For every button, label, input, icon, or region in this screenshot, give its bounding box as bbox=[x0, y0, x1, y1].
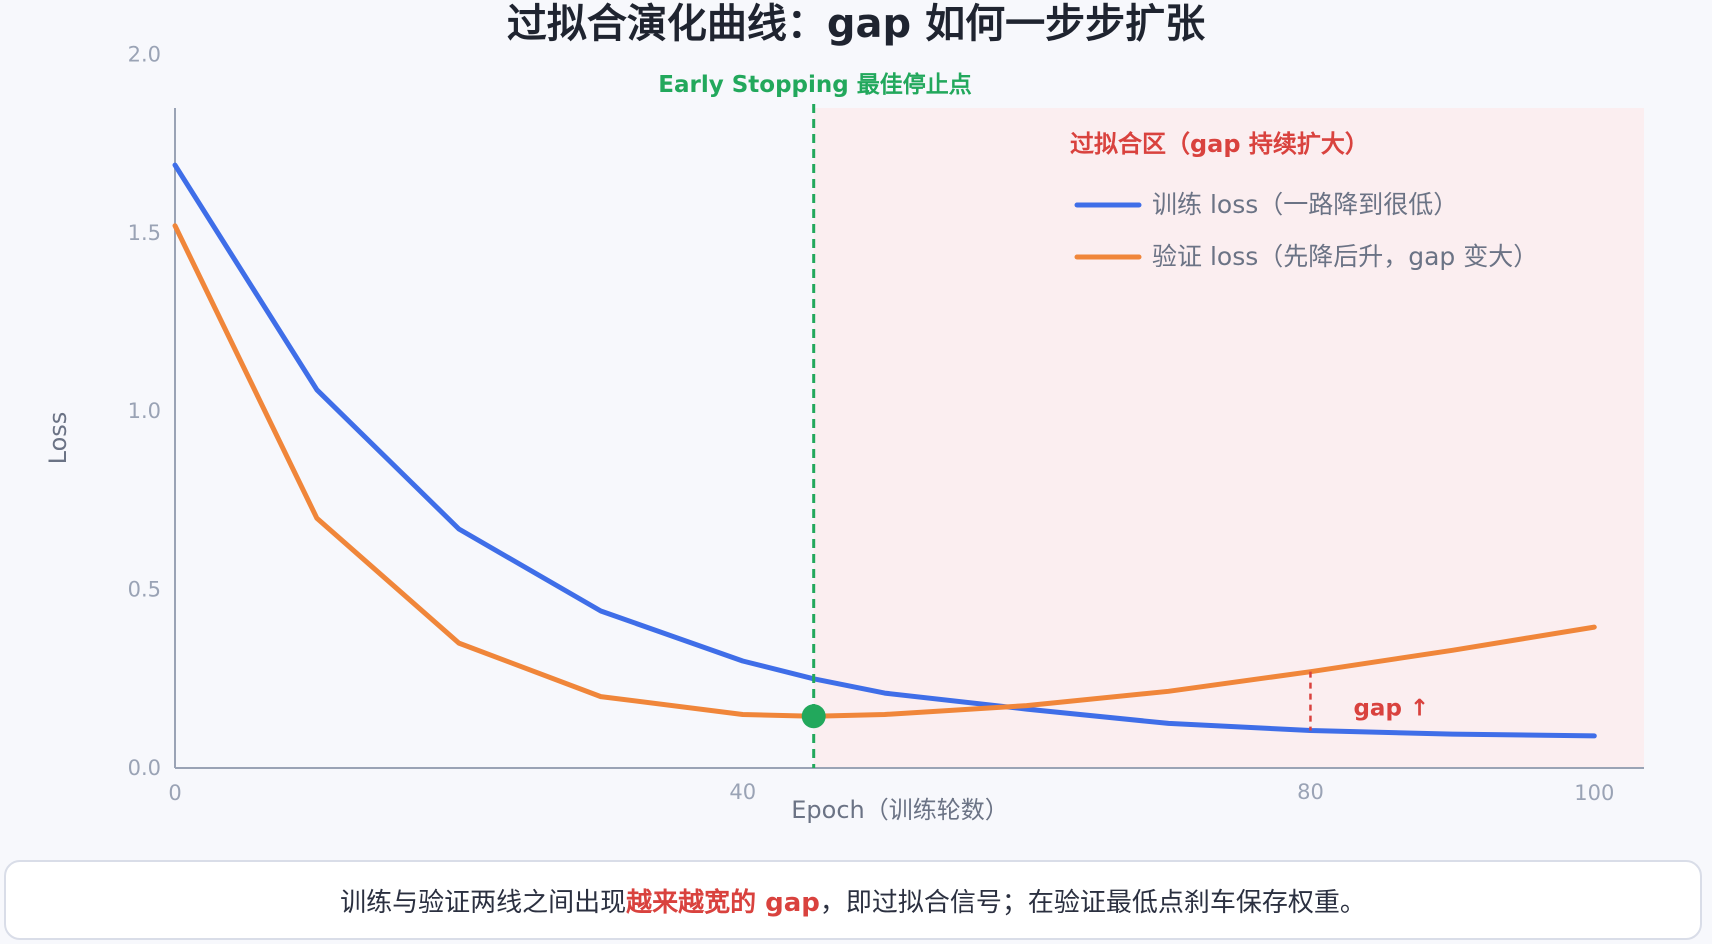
legend: 训练 loss（一路降到很低） 验证 loss（先降后升，gap 变大） bbox=[1074, 190, 1538, 271]
y-axis-label: Loss bbox=[44, 412, 72, 465]
overfit-region-label: 过拟合区（gap 持续扩大） bbox=[1070, 130, 1369, 158]
chart-title: 过拟合演化曲线：gap 如何一步步扩张 bbox=[506, 1, 1206, 47]
caption-highlight: 越来越宽的 gap bbox=[626, 887, 820, 918]
y-tick-label: 0.0 bbox=[128, 756, 161, 780]
y-tick-label: 2.0 bbox=[128, 42, 161, 66]
x-tick-labels: 0 40 80 100 bbox=[168, 780, 1614, 805]
x-tick-label: 80 bbox=[1297, 780, 1324, 804]
caption-text-end: ，即过拟合信号；在验证最低点刹车保存权重。 bbox=[819, 887, 1366, 918]
early-stopping-point bbox=[801, 704, 826, 729]
legend-label-train: 训练 loss（一路降到很低） bbox=[1152, 190, 1458, 219]
y-tick-label: 1.0 bbox=[128, 399, 161, 423]
caption-text-start: 训练与验证两线之间出现 bbox=[340, 887, 627, 918]
y-tick-label: 1.5 bbox=[128, 221, 161, 245]
x-axis-label: Epoch（训练轮数） bbox=[791, 796, 1009, 824]
train-loss-line bbox=[172, 162, 1597, 739]
legend-label-val: 验证 loss（先降后升，gap 变大） bbox=[1152, 242, 1538, 271]
y-tick-label: 0.5 bbox=[128, 578, 161, 602]
x-tick-label: 40 bbox=[729, 780, 756, 804]
x-tick-label: 0 bbox=[168, 781, 181, 805]
loss-chart: 过拟合区（gap 持续扩大） 0.00.51.01.52.0 0 40 80 100 … bbox=[44, 42, 1644, 824]
y-tick-labels: 0.0 0.5 1.0 1.5 2.0 bbox=[128, 42, 161, 780]
x-tick-label: 100 bbox=[1574, 781, 1614, 805]
gap-label: gap ↑ bbox=[1353, 696, 1429, 722]
early-stopping-label: Early Stopping 最佳停止点 bbox=[658, 71, 971, 98]
val-loss-line bbox=[172, 223, 1597, 719]
series-lines bbox=[172, 162, 1597, 739]
caption-box: 训练与验证两线之间出现 越来越宽的 gap ，即过拟合信号；在验证最低点刹车保存权重… bbox=[4, 860, 1702, 940]
overfit-region bbox=[813, 108, 1644, 768]
